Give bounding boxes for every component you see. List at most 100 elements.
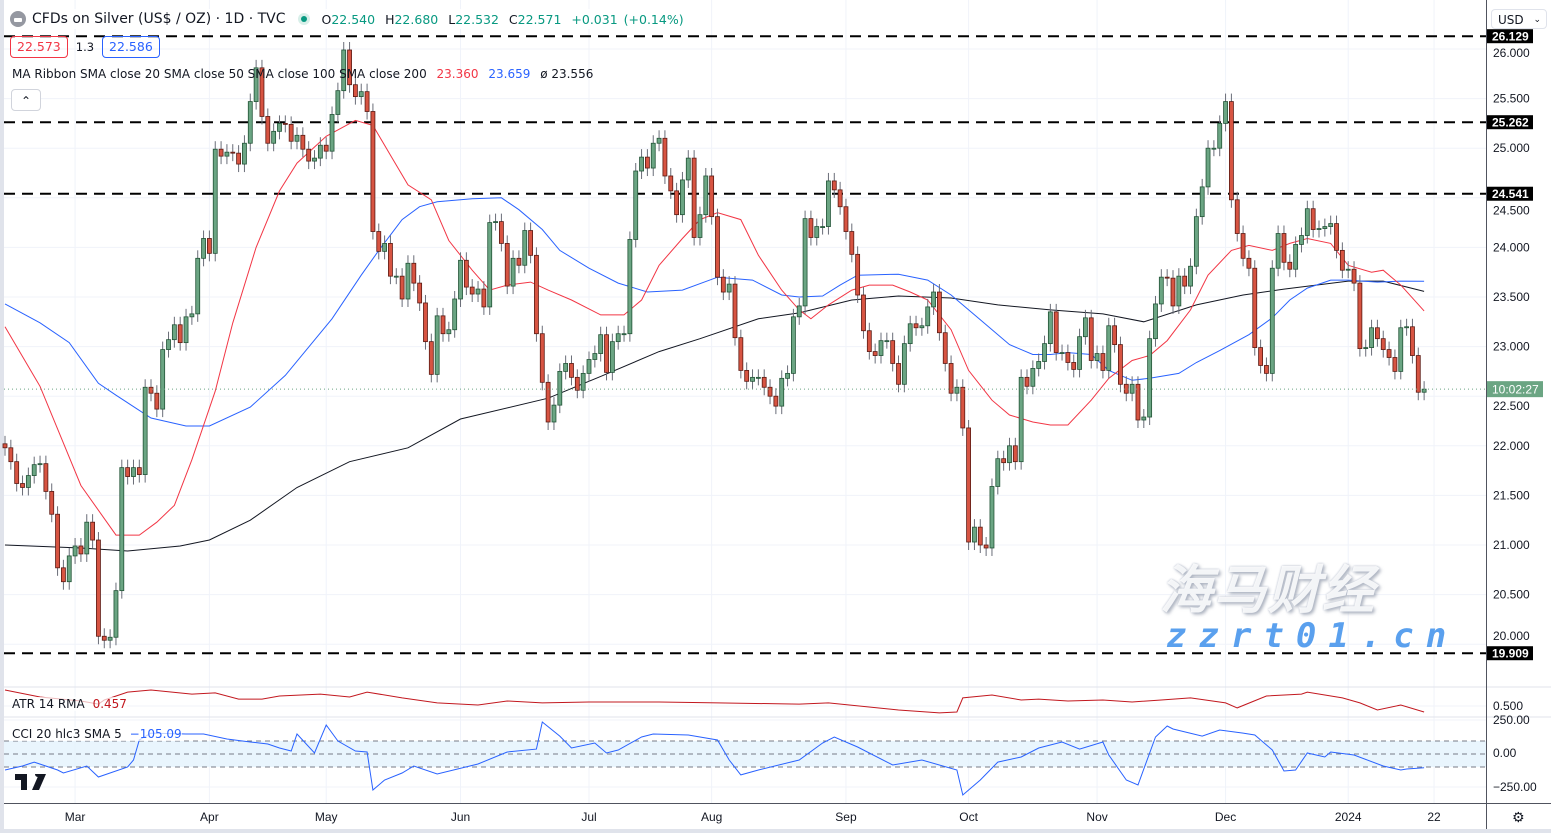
silver-coin-icon bbox=[10, 11, 26, 27]
candle-body bbox=[989, 486, 995, 549]
candle-body bbox=[1053, 311, 1059, 353]
candle-body bbox=[983, 544, 989, 549]
candle bbox=[300, 127, 306, 158]
candle bbox=[551, 397, 557, 430]
spread-value: 1.3 bbox=[75, 40, 95, 54]
candle bbox=[1077, 328, 1082, 378]
candle bbox=[236, 145, 242, 173]
candle bbox=[1042, 335, 1047, 370]
candle bbox=[639, 149, 644, 180]
candle bbox=[1106, 317, 1112, 379]
candle-body bbox=[1094, 353, 1100, 361]
low-value: 22.532 bbox=[455, 11, 499, 27]
candle bbox=[1264, 357, 1269, 382]
candle-body bbox=[236, 152, 242, 165]
candle-body bbox=[183, 316, 189, 344]
candle-body bbox=[206, 238, 212, 254]
candle-body bbox=[604, 334, 609, 373]
candle-body bbox=[697, 214, 703, 238]
candle-body bbox=[1328, 223, 1334, 227]
time-axis-label: 22 bbox=[1427, 810, 1441, 824]
candle-body bbox=[785, 372, 790, 379]
candle bbox=[463, 252, 469, 296]
candle-body bbox=[90, 521, 95, 541]
candle-body bbox=[942, 332, 948, 364]
candle bbox=[1199, 178, 1205, 225]
candle-body bbox=[516, 257, 522, 266]
candle bbox=[1211, 140, 1217, 157]
cci-legend[interactable]: CCI 20 hlc3 SMA 5 −105.09 bbox=[12, 727, 182, 741]
candle-body bbox=[925, 306, 931, 327]
candle-body bbox=[1386, 349, 1392, 358]
candle bbox=[1071, 354, 1077, 378]
candle bbox=[481, 281, 487, 315]
candle bbox=[913, 315, 919, 336]
candle bbox=[131, 459, 136, 485]
candle-body bbox=[96, 539, 101, 637]
tradingview-logo[interactable] bbox=[15, 774, 47, 790]
candle bbox=[720, 269, 726, 301]
candle-body bbox=[195, 257, 201, 315]
candle bbox=[376, 223, 382, 260]
candle bbox=[206, 230, 212, 262]
candle bbox=[347, 41, 352, 93]
candle bbox=[8, 439, 14, 470]
candle-body bbox=[247, 101, 253, 144]
currency-select[interactable]: USD ⌄ bbox=[1491, 9, 1547, 29]
price-axis-label: 25.500 bbox=[1493, 92, 1530, 106]
candle-body bbox=[598, 334, 604, 354]
candle-body bbox=[405, 262, 411, 300]
candle bbox=[1018, 369, 1024, 470]
candle-body bbox=[972, 526, 977, 543]
candle bbox=[697, 206, 703, 246]
candle bbox=[1065, 344, 1071, 371]
level-price-label: 24.541 bbox=[1492, 187, 1529, 201]
candle-body bbox=[837, 189, 843, 208]
symbol-title[interactable]: CFDs on Silver (US$ / OZ) · 1D · TVC bbox=[32, 11, 286, 27]
candle-body bbox=[282, 123, 288, 125]
candle-body bbox=[452, 298, 458, 331]
cci-axis-label: 250.00 bbox=[1493, 713, 1530, 727]
time-axis-label: Sep bbox=[835, 810, 857, 824]
candle bbox=[423, 294, 428, 350]
candle-body bbox=[125, 467, 131, 477]
atr-legend[interactable]: ATR 14 RMA 0.457 bbox=[12, 697, 127, 711]
candle-body bbox=[738, 337, 744, 371]
candle bbox=[691, 150, 697, 246]
candle bbox=[253, 59, 259, 110]
candle bbox=[744, 362, 750, 390]
candle-body bbox=[160, 349, 166, 410]
candle bbox=[732, 276, 738, 346]
candle-body bbox=[177, 324, 183, 344]
candle-body bbox=[674, 190, 679, 216]
collapse-legend-button[interactable]: ⌃ bbox=[11, 89, 41, 111]
gear-icon[interactable]: ⚙ bbox=[1512, 810, 1525, 826]
candle bbox=[1304, 200, 1310, 244]
candle-body bbox=[364, 91, 370, 112]
candle-body bbox=[317, 144, 323, 159]
sell-price-button[interactable]: 22.573 bbox=[10, 36, 68, 58]
candle bbox=[1386, 341, 1392, 366]
candle bbox=[247, 93, 253, 152]
candle bbox=[1024, 369, 1030, 395]
candle-body bbox=[569, 363, 574, 378]
price-axis-label: 25.000 bbox=[1493, 141, 1530, 155]
candle-body bbox=[720, 276, 726, 293]
candle bbox=[329, 106, 335, 160]
candle bbox=[1047, 303, 1053, 352]
buy-price-button[interactable]: 22.586 bbox=[102, 36, 160, 58]
candle-body bbox=[1217, 123, 1223, 149]
candle-body bbox=[323, 144, 329, 152]
candle-body bbox=[662, 137, 668, 177]
candle-body bbox=[312, 157, 317, 162]
candle-body bbox=[615, 333, 621, 343]
candle-body bbox=[1141, 416, 1147, 421]
candle bbox=[136, 459, 142, 483]
candle-body bbox=[475, 288, 481, 295]
candle bbox=[1158, 269, 1164, 312]
time-axis-label: Jul bbox=[581, 810, 596, 824]
candle-body bbox=[1182, 275, 1188, 287]
ma-ribbon-legend[interactable]: MA Ribbon SMA close 20 SMA close 50 SMA … bbox=[12, 67, 593, 81]
candle bbox=[101, 628, 107, 649]
